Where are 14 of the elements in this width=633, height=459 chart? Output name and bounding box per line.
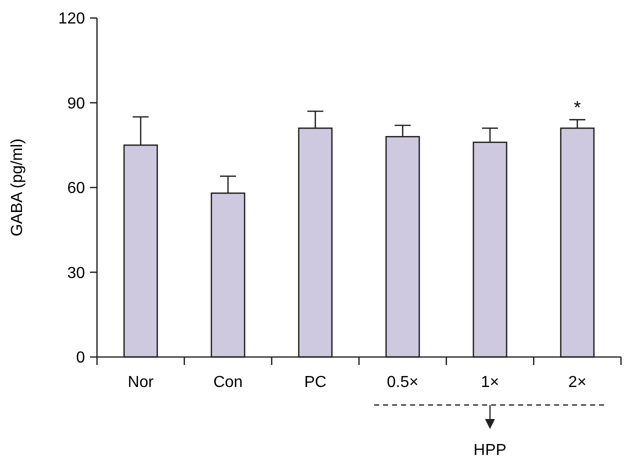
y-axis-title: GABA (pg/ml): [9, 138, 26, 236]
x-tick-label: 0.5×: [386, 374, 418, 391]
x-tick-label: Con: [213, 374, 243, 391]
annotation: *: [574, 98, 581, 118]
y-tick-label: 0: [76, 350, 86, 367]
x-tick-label: PC: [304, 374, 326, 391]
x-tick-label: 2×: [568, 374, 586, 391]
x-tick-label: 1×: [480, 374, 500, 391]
y-tick-label: 60: [67, 180, 86, 198]
text: HPP: [474, 442, 506, 459]
x-tick-label: Nor: [128, 374, 154, 391]
y-tick-label: 90: [67, 95, 86, 112]
y-tick-label: 30: [67, 264, 86, 282]
y-tick-label: 120: [58, 10, 86, 28]
